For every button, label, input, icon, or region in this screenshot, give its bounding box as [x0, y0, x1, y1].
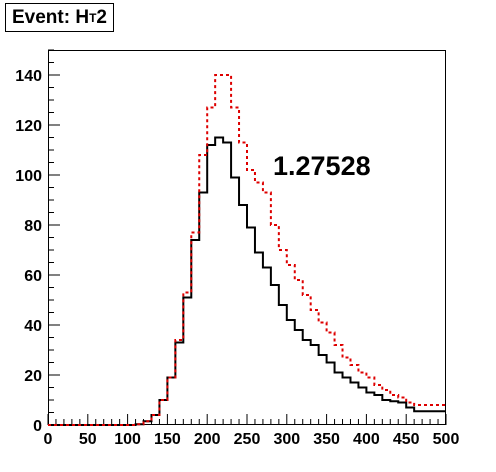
x-tick-label: 250 [234, 431, 261, 448]
x-tick-label: 500 [433, 431, 460, 448]
x-axis: 0 50 100 150 200 250 300 350 400 450 500 [44, 414, 460, 448]
ratio-annotation: 1.27528 [273, 151, 371, 181]
x-tick-label: 50 [79, 431, 97, 448]
x-tick-label: 350 [313, 431, 340, 448]
histogram-series-dashed [48, 74, 446, 426]
y-tick-label: 80 [24, 218, 42, 235]
x-tick-label: 150 [154, 431, 181, 448]
histogram-series-solid [48, 136, 446, 426]
y-tick-label: 20 [24, 368, 42, 385]
x-tick-label: 450 [393, 431, 420, 448]
x-tick-label: 400 [353, 431, 380, 448]
x-tick-label: 100 [114, 431, 141, 448]
y-tick-label: 120 [15, 118, 42, 135]
x-tick-label: 300 [273, 431, 300, 448]
y-tick-label: 0 [33, 418, 42, 435]
y-tick-label: 40 [24, 318, 42, 335]
chart-title-prefix: Event: H [12, 6, 90, 28]
y-tick-label: 140 [15, 68, 42, 85]
y-tick-label: 100 [15, 168, 42, 185]
x-tick-label: 0 [44, 431, 53, 448]
plot-frame [48, 50, 446, 425]
y-tick-label: 60 [24, 268, 42, 285]
y-axis: 0 20 40 60 80 100 120 140 [15, 49, 60, 435]
x-tick-label: 200 [194, 431, 221, 448]
chart-title-suffix: 2 [96, 6, 107, 28]
